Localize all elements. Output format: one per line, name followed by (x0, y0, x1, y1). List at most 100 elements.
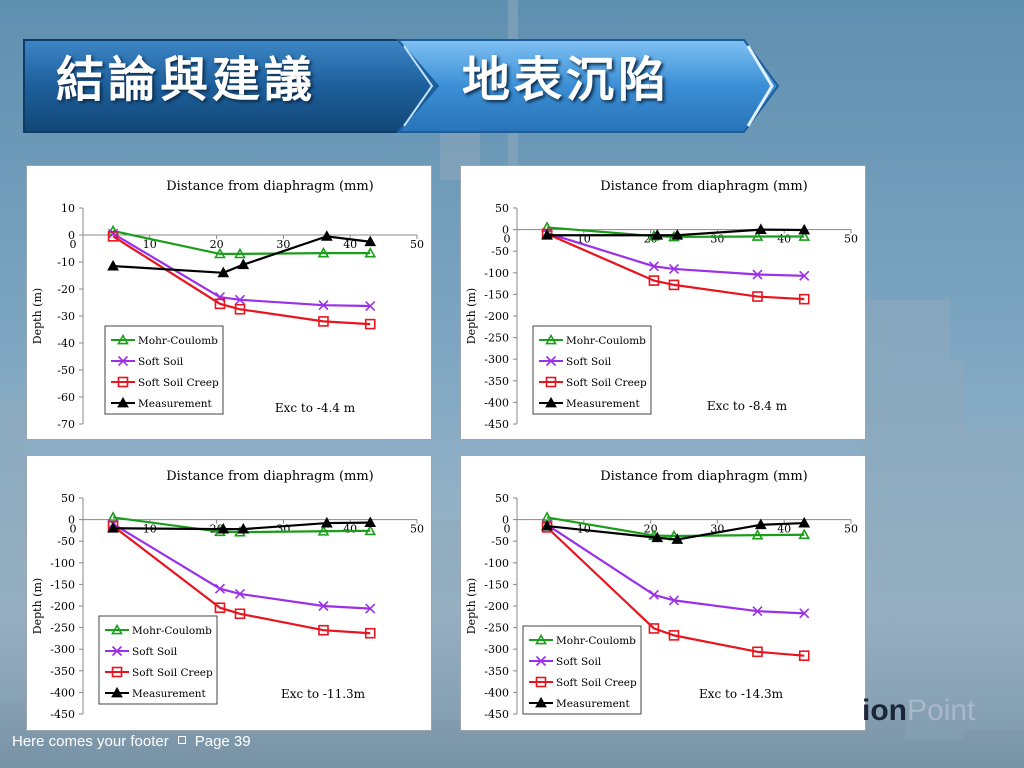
legend-marker (117, 333, 129, 345)
data-point (317, 246, 330, 258)
legend: Mohr-Coulomb Soft Soil Soft Soil Creep Meas… (104, 325, 224, 415)
line-chart: Distance from diaphragm (mm) 10 0 -10 -20 -30… (31, 179, 424, 431)
data-point (668, 630, 680, 641)
y-tick-label: -300 (484, 643, 509, 656)
x-tick-label: 50 (410, 238, 424, 251)
x-tick-label: 20 (210, 238, 224, 251)
data-point (754, 223, 767, 234)
x-tick-label: 40 (777, 233, 791, 246)
data-point (798, 293, 810, 305)
title-banner (23, 39, 780, 133)
y-tick-label: -40 (57, 337, 75, 350)
legend-entry: Measurement (132, 688, 207, 700)
data-point (234, 608, 246, 620)
y-tick-label: -150 (50, 578, 75, 591)
legend-entry: Mohr-Coulomb (556, 635, 636, 647)
series-soft-soil-creep (107, 520, 376, 639)
chart-title: Distance from diaphragm (mm) (600, 179, 808, 194)
data-point (752, 606, 763, 617)
data-point (320, 516, 333, 528)
legend-marker (535, 633, 547, 645)
x-tick-label: 50 (410, 523, 424, 536)
y-tick-label: 0 (502, 514, 509, 527)
legend-entry: Mohr-Coulomb (566, 335, 646, 347)
data-point (107, 522, 119, 533)
chart-annotation: Exc to -8.4 m (707, 399, 788, 413)
y-axis-label: Depth (m) (31, 288, 44, 344)
legend: Mohr-Coulomb Soft Soil Soft Soil Creep Meas… (98, 615, 218, 705)
data-point (754, 518, 767, 530)
y-tick-label: -250 (484, 622, 509, 635)
legend-marker (545, 376, 557, 388)
series-measurement (107, 230, 377, 278)
y-tick-label: -50 (57, 535, 75, 548)
chart-title: Distance from diaphragm (mm) (166, 469, 374, 484)
data-point (234, 588, 246, 599)
data-point (364, 318, 376, 330)
legend-entry: Measurement (566, 398, 641, 410)
legend-marker (535, 676, 547, 688)
data-point (364, 627, 376, 639)
line-chart: Distance from diaphragm (mm)500-50-100-1… (465, 469, 858, 721)
x-tick-label: 0 (504, 233, 511, 246)
line-chart: Distance from diaphragm (mm)500-50-100-1… (31, 469, 424, 721)
data-point (214, 247, 226, 259)
legend-marker (545, 333, 557, 345)
y-tick-label: -450 (484, 708, 509, 721)
data-point (751, 529, 764, 540)
y-axis-label: Depth (m) (31, 578, 44, 634)
data-point (234, 247, 246, 259)
y-tick-label: 50 (61, 492, 75, 505)
data-point (214, 583, 226, 594)
legend: Mohr-Coulomb Soft Soil Soft Soil Creep Meas… (532, 325, 652, 415)
data-point (798, 516, 811, 528)
series-line (546, 232, 805, 301)
legend-marker (111, 666, 123, 678)
series-line (546, 516, 805, 538)
x-tick-label: 50 (844, 523, 858, 536)
data-point (364, 235, 377, 247)
y-tick-label: -250 (484, 332, 509, 345)
chart-panel-exc-4-4: Distance from diaphragm (mm) 10 0 -10 -20 -30… (26, 165, 432, 440)
data-point (237, 258, 250, 270)
y-tick-label: -150 (484, 578, 509, 591)
legend-entry: Soft Soil Creep (138, 377, 219, 389)
data-point (318, 316, 329, 327)
data-point (751, 230, 764, 241)
y-tick-label: 0 (68, 514, 75, 527)
page-number: Page 39 (194, 733, 251, 750)
data-point (214, 298, 226, 310)
data-point (752, 291, 763, 302)
data-point (365, 300, 376, 312)
data-point (752, 269, 763, 280)
data-point (651, 229, 664, 240)
legend-marker (111, 686, 123, 698)
footer: Here comes your footer Page 39 (12, 733, 251, 750)
y-tick-label: 10 (61, 202, 75, 215)
data-point (671, 533, 684, 544)
data-point (107, 228, 119, 239)
x-tick-label: 30 (710, 233, 724, 246)
y-tick-label: -350 (50, 665, 75, 678)
data-point (234, 303, 246, 315)
x-tick-label: 40 (777, 523, 791, 536)
legend: Mohr-Coulomb Soft Soil Soft Soil Creep Meas… (522, 625, 642, 715)
series-soft-soil-creep (541, 228, 810, 305)
legend-marker (111, 623, 123, 635)
y-tick-label: -450 (484, 418, 509, 431)
y-tick-label: -100 (50, 557, 75, 570)
legend-entry: Mohr-Coulomb (138, 335, 218, 347)
data-point (320, 230, 333, 241)
y-tick-label: -200 (484, 310, 509, 323)
series-line (112, 525, 371, 635)
x-tick-label: 0 (70, 523, 77, 536)
data-point (798, 650, 810, 661)
legend-entry: Soft Soil Creep (566, 377, 647, 389)
data-point (648, 589, 660, 600)
y-tick-label: -400 (484, 686, 509, 699)
y-tick-label: -300 (484, 353, 509, 366)
data-point (237, 522, 250, 534)
y-tick-label: -50 (491, 245, 509, 258)
y-tick-label: -300 (50, 643, 75, 656)
data-point (217, 266, 230, 278)
